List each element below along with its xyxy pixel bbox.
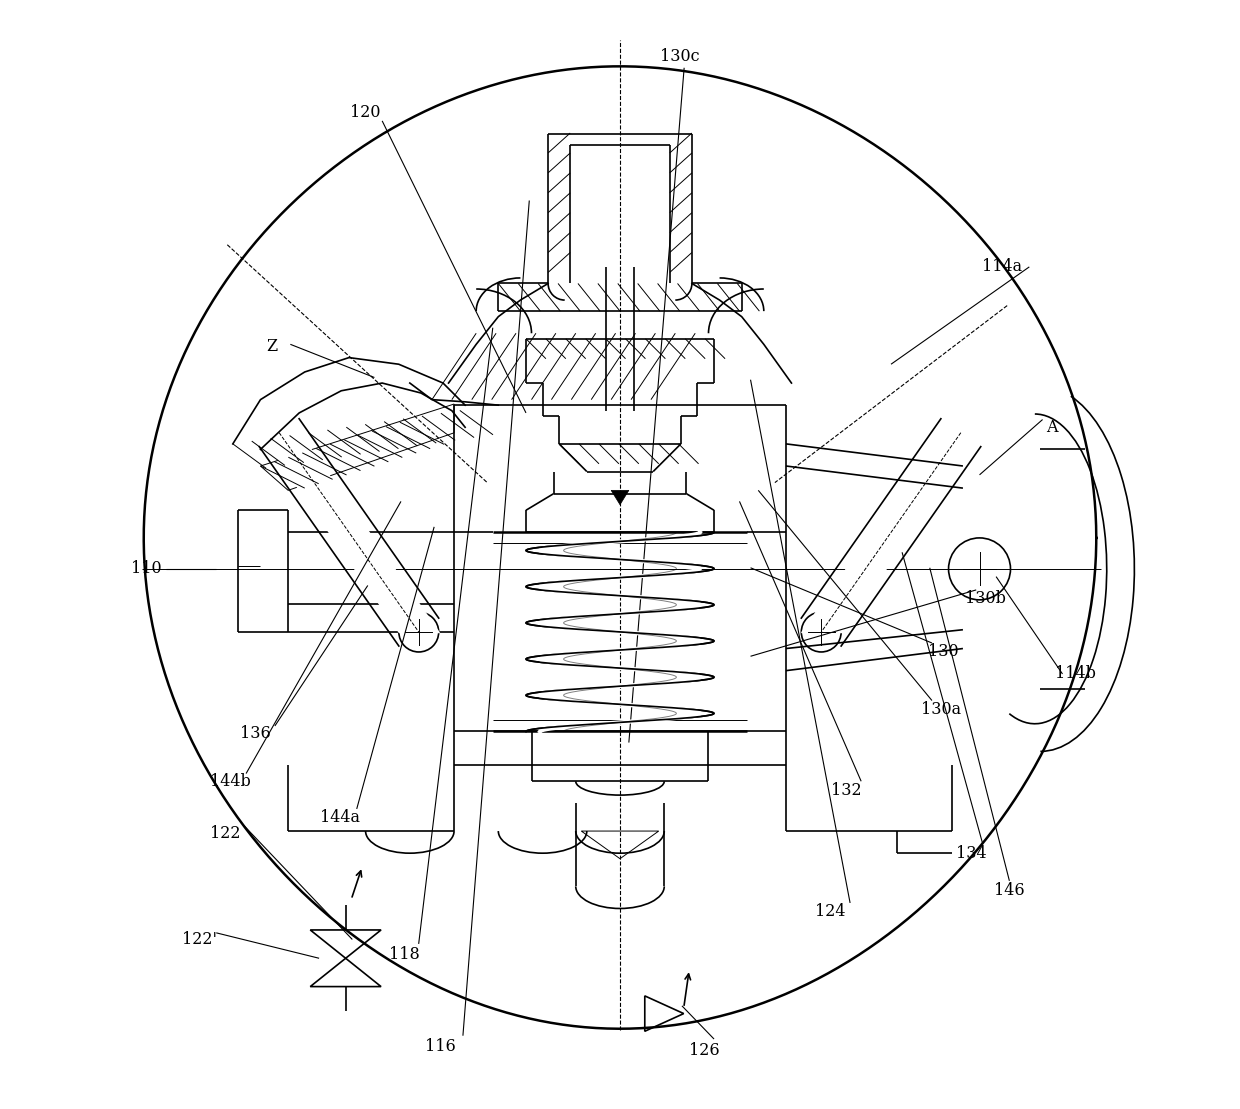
- Text: 116: 116: [425, 1038, 456, 1056]
- Text: A: A: [1045, 419, 1058, 436]
- Text: 126: 126: [688, 1041, 719, 1059]
- Text: 124: 124: [815, 904, 846, 920]
- Polygon shape: [611, 490, 629, 505]
- Text: 146: 146: [994, 883, 1024, 899]
- Text: 144a: 144a: [320, 810, 360, 826]
- Text: 136: 136: [239, 725, 270, 742]
- Text: 118: 118: [389, 946, 419, 964]
- Text: 130c: 130c: [660, 48, 699, 65]
- Text: 120: 120: [351, 103, 381, 121]
- Text: Z: Z: [265, 338, 277, 355]
- Text: 114a: 114a: [982, 258, 1022, 275]
- Text: 130b: 130b: [965, 590, 1006, 608]
- Text: 144b: 144b: [211, 773, 250, 790]
- Text: 122: 122: [210, 825, 241, 842]
- Text: 114b: 114b: [1055, 665, 1096, 682]
- Text: 134: 134: [956, 845, 987, 862]
- Text: 132: 132: [832, 782, 862, 798]
- Text: 122': 122': [182, 930, 217, 948]
- Text: 130: 130: [928, 643, 959, 660]
- Text: 110: 110: [131, 560, 162, 578]
- Text: 130a: 130a: [921, 701, 961, 718]
